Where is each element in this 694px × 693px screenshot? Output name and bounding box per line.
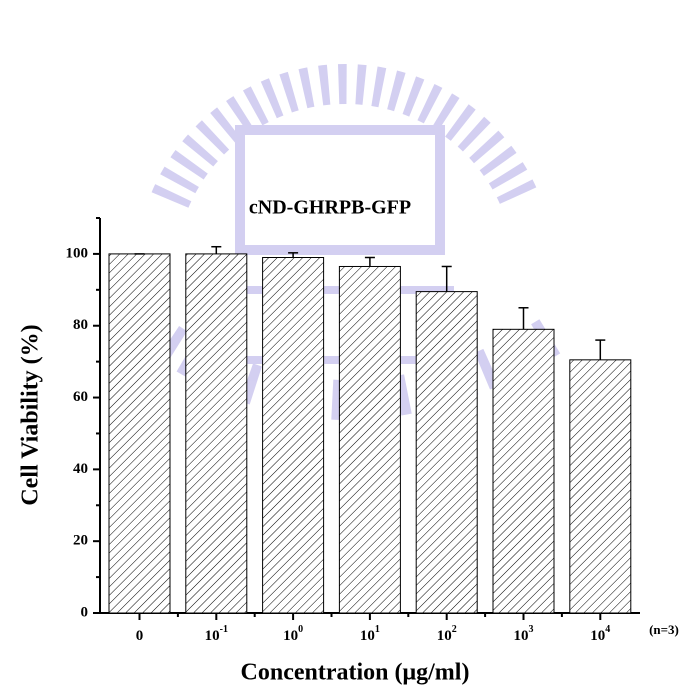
x-tick-label: 103 bbox=[514, 624, 534, 644]
x-tick-label-exponent: -1 bbox=[220, 624, 228, 635]
bar bbox=[186, 254, 247, 613]
page: cND-GHRPB-GFP Cell Viability (%) Concent… bbox=[0, 0, 694, 693]
chart-title: cND-GHRPB-GFP bbox=[249, 197, 411, 219]
x-tick-label: 0 bbox=[136, 628, 144, 644]
x-tick-label: 102 bbox=[437, 624, 457, 644]
x-tick-label: 101 bbox=[360, 624, 380, 644]
bar bbox=[416, 292, 477, 613]
y-tick-label: 80 bbox=[73, 317, 88, 333]
y-tick-label: 100 bbox=[66, 245, 89, 261]
x-tick-label-exponent: 2 bbox=[452, 624, 457, 635]
bar bbox=[570, 360, 631, 613]
annotation: (n=3) bbox=[649, 622, 679, 637]
x-tick-label: 10-1 bbox=[205, 624, 228, 644]
y-axis-label: Cell Viability (%) bbox=[18, 324, 44, 505]
y-tick-label: 40 bbox=[73, 461, 88, 477]
error-bar bbox=[595, 340, 605, 360]
bar bbox=[339, 266, 400, 613]
chart: cND-GHRPB-GFP Cell Viability (%) Concent… bbox=[0, 0, 694, 693]
y-tick-label: 20 bbox=[73, 533, 88, 549]
error-bar bbox=[365, 258, 375, 267]
error-bar bbox=[519, 308, 529, 330]
x-tick-label-exponent: 0 bbox=[298, 624, 303, 635]
x-tick-label-base: 0 bbox=[136, 628, 144, 644]
x-tick-label: 104 bbox=[590, 624, 610, 644]
x-tick-label: 100 bbox=[283, 624, 303, 644]
x-tick-label-exponent: 3 bbox=[529, 624, 534, 635]
x-axis-label: Concentration (μg/ml) bbox=[241, 660, 470, 686]
error-bar bbox=[211, 247, 221, 254]
y-tick-label: 60 bbox=[73, 389, 88, 405]
error-bar bbox=[288, 253, 298, 258]
x-tick-label-base: 10 bbox=[590, 628, 605, 644]
y-tick-label: 0 bbox=[81, 604, 89, 620]
x-tick-label-base: 10 bbox=[514, 628, 529, 644]
bar bbox=[263, 258, 324, 614]
x-tick-label-base: 10 bbox=[283, 628, 298, 644]
x-tick-label-base: 10 bbox=[205, 628, 220, 644]
bar bbox=[493, 329, 554, 613]
bar bbox=[109, 254, 170, 613]
x-tick-label-base: 10 bbox=[360, 628, 375, 644]
x-tick-label-exponent: 1 bbox=[375, 624, 380, 635]
x-tick-label-exponent: 4 bbox=[605, 624, 610, 635]
x-tick-label-base: 10 bbox=[437, 628, 452, 644]
